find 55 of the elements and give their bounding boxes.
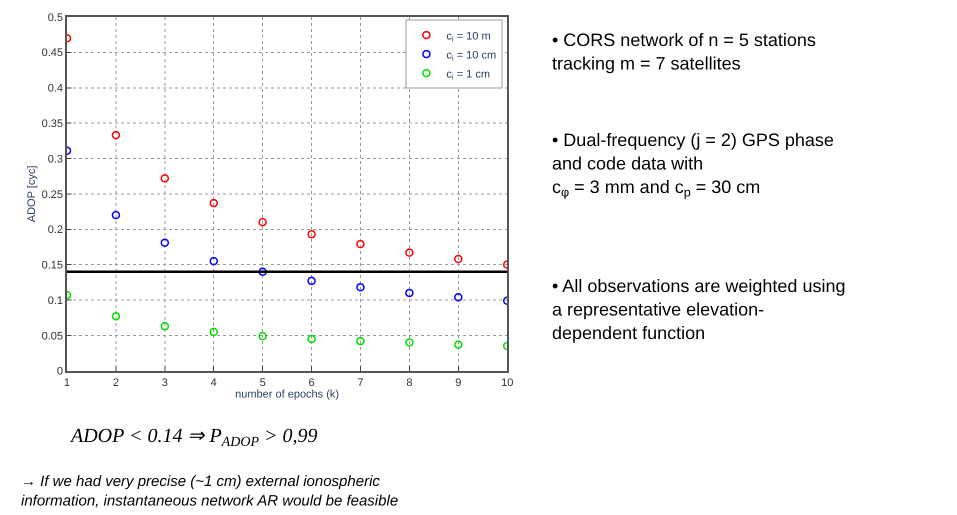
point [405, 248, 414, 257]
x-tick-label: 1 [64, 376, 70, 389]
legend-label: c$_{i}$ = 10 m [446, 30, 491, 44]
legend-label: c$_{i}$ = 1 cm [446, 68, 490, 82]
y-tick-label: 0.5 [48, 12, 64, 24]
y-tick-label: 0.1 [48, 294, 64, 307]
x-tick-label: 5 [260, 376, 266, 389]
point [209, 198, 218, 208]
y-tick-label: 0.45 [42, 47, 64, 60]
point [209, 256, 218, 266]
point [160, 322, 170, 330]
x-tick-label: 6 [308, 376, 315, 389]
y-axis-title: ADOP [cyc] [26, 166, 38, 222]
x-tick-label: 10 [501, 376, 514, 389]
x-tick-label: 3 [162, 376, 168, 389]
y-tick-label: 0.05 [42, 330, 64, 342]
y-tick-label: 0.2 [48, 224, 64, 236]
x-tick-label: 4 [210, 376, 217, 389]
point [405, 338, 414, 347]
x-tick-label: 7 [357, 376, 364, 389]
x-tick-label: 2 [112, 376, 119, 389]
x-tick-label: 8 [406, 376, 412, 389]
point [454, 254, 463, 264]
point [307, 230, 316, 238]
point [454, 340, 463, 349]
point [112, 210, 120, 220]
point [356, 240, 365, 248]
x-axis-title: number of epochs (k) [235, 388, 340, 401]
y-tick-label: 0 [56, 366, 64, 378]
point [160, 238, 170, 247]
text: • All observations are weighted using a representative elevation- dependent function [552, 276, 846, 343]
point [454, 292, 463, 302]
y-tick-label: 0.35 [42, 118, 64, 130]
point [356, 283, 365, 292]
text: • CORS network of n = 5 stations tracking m = 7 satellites [552, 30, 816, 74]
point [112, 312, 120, 321]
point [356, 336, 365, 346]
y-tick-label: 0.25 [42, 188, 64, 201]
point [160, 174, 170, 183]
point [209, 328, 218, 336]
point [258, 332, 267, 340]
legend-label: c$_{i}$ = 10 cm [446, 49, 496, 63]
x-tick-label: 9 [455, 376, 462, 389]
text: → If we had very precise (~1 cm) external ionospheric information, instantaneous network AR would be feasible [21, 473, 398, 510]
point [258, 218, 267, 226]
text: ADOP < 0.14 ⇒ P$_{ADOP}$ > 0,99 [69, 425, 318, 450]
point [307, 334, 316, 344]
point [307, 276, 316, 286]
point [258, 267, 267, 276]
y-tick-label: 0.4 [48, 82, 64, 95]
y-tick-label: 0.15 [42, 260, 64, 272]
point [405, 288, 414, 298]
text: • Dual-frequency (j = 2) GPS phase and code data with c$_{φ}$ = 3 mm and c$_{p}$ = 30 cm [552, 130, 834, 200]
y-tick-label: 0.3 [48, 153, 64, 166]
point [112, 130, 120, 140]
